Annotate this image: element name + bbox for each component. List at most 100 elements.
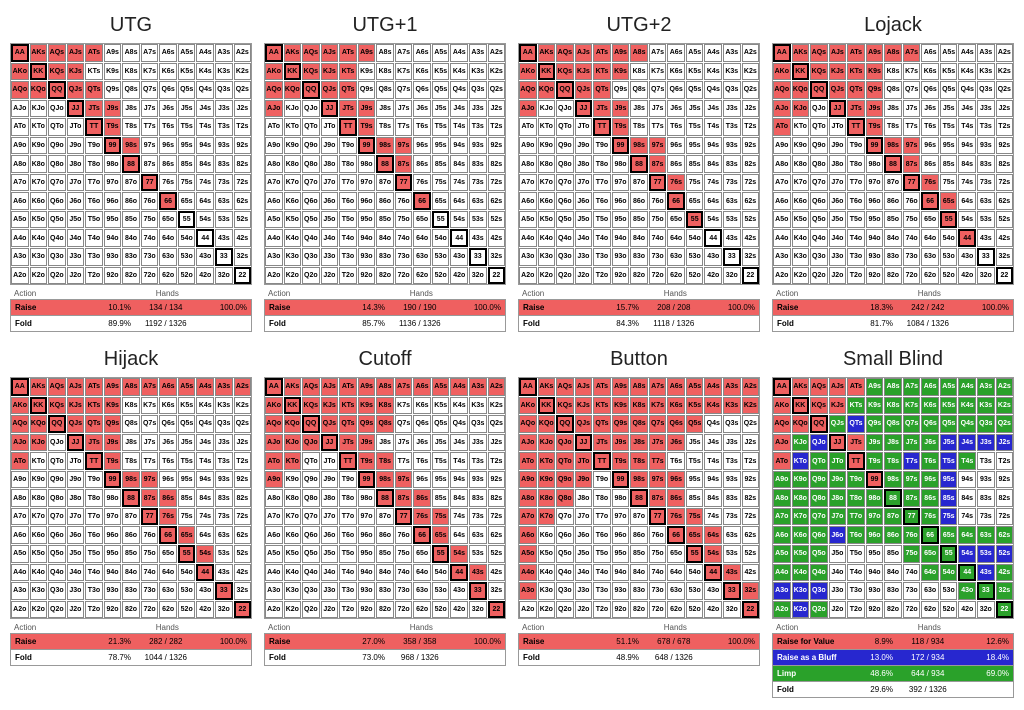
hand-cell[interactable]: ATo <box>11 118 29 136</box>
hand-cell[interactable]: 63o <box>667 582 685 600</box>
hand-cell[interactable]: K5o <box>792 545 810 563</box>
hand-cell[interactable]: QTs <box>339 415 357 433</box>
hand-cell[interactable]: Q4o <box>556 229 574 247</box>
hand-cell[interactable]: J8s <box>122 434 140 452</box>
hand-cell[interactable]: 97o <box>358 174 376 192</box>
hand-cell[interactable]: JJ <box>575 434 593 452</box>
hand-cell[interactable]: J4s <box>958 100 976 118</box>
hand-cell[interactable]: Q6s <box>667 81 685 99</box>
hand-cell[interactable]: T4o <box>85 564 103 582</box>
hand-cell[interactable]: J4o <box>67 564 85 582</box>
hand-cell[interactable]: 42o <box>704 601 722 619</box>
hand-cell[interactable]: J4s <box>450 100 468 118</box>
hand-cell[interactable]: 65o <box>159 545 177 563</box>
hand-cell[interactable]: AKs <box>30 378 48 396</box>
hand-cell[interactable]: T4o <box>847 564 865 582</box>
hand-cell[interactable]: JTo <box>575 452 593 470</box>
hand-cell[interactable]: T6o <box>593 192 611 210</box>
hand-cell[interactable]: 62o <box>159 267 177 285</box>
hand-cell[interactable]: J8s <box>376 100 394 118</box>
hand-cell[interactable]: A7o <box>773 508 791 526</box>
hand-cell[interactable]: 72o <box>649 267 667 285</box>
hand-cell[interactable]: A2s <box>234 378 252 396</box>
hand-cell[interactable]: 73s <box>977 174 995 192</box>
hand-cell[interactable]: Q6o <box>556 192 574 210</box>
hand-cell[interactable]: 52s <box>488 545 506 563</box>
hand-cell[interactable]: T8s <box>630 452 648 470</box>
hand-cell[interactable]: ATs <box>847 44 865 62</box>
hand-cell[interactable]: 76o <box>141 192 159 210</box>
hand-cell[interactable]: KQo <box>538 81 556 99</box>
hand-cell[interactable]: 22 <box>234 601 252 619</box>
hand-cell[interactable]: K9o <box>792 137 810 155</box>
hand-cell[interactable]: ATs <box>593 44 611 62</box>
hand-cell[interactable]: AJs <box>321 378 339 396</box>
hand-cell[interactable]: Q3s <box>469 415 487 433</box>
hand-cell[interactable]: 32s <box>488 248 506 266</box>
hand-cell[interactable]: KJs <box>829 397 847 415</box>
hand-cell[interactable]: J3o <box>67 248 85 266</box>
hand-cell[interactable]: 98s <box>376 137 394 155</box>
hand-cell[interactable]: J6o <box>67 526 85 544</box>
hand-cell[interactable]: K8o <box>792 155 810 173</box>
hand-cell[interactable]: T8s <box>884 118 902 136</box>
hand-cell[interactable]: T6o <box>593 526 611 544</box>
hand-cell[interactable]: 65o <box>159 211 177 229</box>
hand-cell[interactable]: J8s <box>884 100 902 118</box>
hand-cell[interactable]: 73s <box>977 508 995 526</box>
hand-cell[interactable]: T7s <box>395 452 413 470</box>
hand-cell[interactable]: 82s <box>234 155 252 173</box>
hand-cell[interactable]: 62o <box>667 267 685 285</box>
hand-cell[interactable]: JTs <box>85 434 103 452</box>
hand-cell[interactable]: 77 <box>141 508 159 526</box>
hand-cell[interactable]: A5s <box>940 44 958 62</box>
hand-cell[interactable]: AKs <box>538 378 556 396</box>
hand-cell[interactable]: 86s <box>159 155 177 173</box>
hand-cell[interactable]: J7s <box>649 100 667 118</box>
hand-cell[interactable]: 75o <box>141 545 159 563</box>
hand-cell[interactable]: 77 <box>649 508 667 526</box>
hand-cell[interactable]: 82s <box>996 489 1014 507</box>
hand-cell[interactable]: K7o <box>284 174 302 192</box>
hand-cell[interactable]: JJ <box>829 100 847 118</box>
hand-cell[interactable]: K6s <box>667 63 685 81</box>
hand-cell[interactable]: T2s <box>234 452 252 470</box>
hand-cell[interactable]: A7o <box>519 174 537 192</box>
hand-cell[interactable]: 93o <box>104 248 122 266</box>
hand-cell[interactable]: Q7s <box>903 415 921 433</box>
hand-cell[interactable]: 92s <box>996 471 1014 489</box>
hand-cell[interactable]: 98o <box>358 155 376 173</box>
hand-cell[interactable]: 62s <box>996 526 1014 544</box>
hand-cell[interactable]: 42o <box>958 601 976 619</box>
hand-cell[interactable]: K4s <box>196 63 214 81</box>
hand-cell[interactable]: 83s <box>215 155 233 173</box>
hand-cell[interactable]: Q5s <box>940 81 958 99</box>
hand-cell[interactable]: Q7o <box>48 508 66 526</box>
hand-cell[interactable]: 74s <box>450 508 468 526</box>
hand-cell[interactable]: KK <box>538 63 556 81</box>
hand-cell[interactable]: T5o <box>593 545 611 563</box>
hand-cell[interactable]: 75o <box>649 211 667 229</box>
hand-cell[interactable]: 73o <box>395 582 413 600</box>
hand-cell[interactable]: 72s <box>996 174 1014 192</box>
hand-cell[interactable]: K6s <box>413 397 431 415</box>
hand-cell[interactable]: T2o <box>339 601 357 619</box>
hand-cell[interactable]: J2o <box>321 267 339 285</box>
hand-cell[interactable]: K3o <box>792 582 810 600</box>
hand-cell[interactable]: Q4s <box>704 415 722 433</box>
hand-cell[interactable]: 76o <box>903 526 921 544</box>
hand-cell[interactable]: Q2s <box>742 415 760 433</box>
hand-cell[interactable]: Q2s <box>488 81 506 99</box>
hand-cell[interactable]: J3o <box>829 582 847 600</box>
hand-cell[interactable]: A6s <box>921 44 939 62</box>
hand-cell[interactable]: AA <box>519 44 537 62</box>
hand-cell[interactable]: TT <box>847 452 865 470</box>
hand-cell[interactable]: Q5o <box>810 211 828 229</box>
hand-cell[interactable]: AJo <box>773 434 791 452</box>
hand-cell[interactable]: AJo <box>11 100 29 118</box>
hand-cell[interactable]: 62o <box>413 601 431 619</box>
hand-cell[interactable]: AA <box>773 44 791 62</box>
hand-cell[interactable]: T2s <box>742 118 760 136</box>
hand-cell[interactable]: J5o <box>67 211 85 229</box>
hand-cell[interactable]: AKo <box>519 397 537 415</box>
